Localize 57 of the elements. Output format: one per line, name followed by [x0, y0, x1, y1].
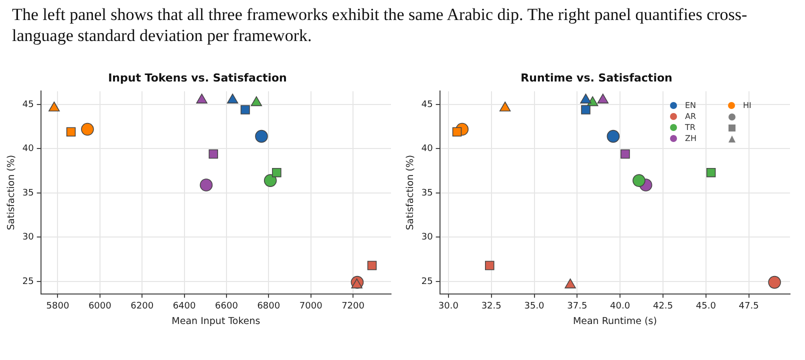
x-tick-label: 6000	[88, 302, 112, 312]
chart-title: Runtime vs. Satisfaction	[520, 71, 672, 84]
x-tick-label: 5800	[46, 302, 70, 312]
y-tick-label: 45	[421, 100, 433, 110]
y-tick-label: 25	[421, 276, 433, 287]
point	[48, 102, 60, 112]
point	[264, 174, 277, 187]
point	[255, 130, 268, 143]
x-tick-label: 6200	[130, 302, 154, 312]
x-tick-label: 30.0	[438, 302, 459, 312]
x-tick-label: 47.5	[738, 302, 759, 312]
x-axis-title: Mean Runtime (s)	[572, 316, 657, 327]
legend-label: HI	[743, 101, 752, 110]
x-tick-label: 32.5	[481, 302, 502, 312]
point	[499, 102, 511, 112]
point	[580, 94, 592, 104]
point	[632, 174, 646, 187]
y-axis-title: Satisfaction (%)	[6, 154, 18, 230]
y-tick-label: 40	[22, 144, 34, 154]
x-tick-label: 42.5	[652, 302, 674, 312]
legend-label: TR	[685, 123, 696, 132]
y-tick-label: 40	[421, 144, 434, 154]
point	[367, 260, 377, 270]
y-tick-label: 30	[421, 232, 434, 243]
point	[196, 94, 208, 104]
point	[484, 260, 494, 270]
y-tick-label: 30	[22, 232, 34, 243]
point	[597, 94, 609, 104]
y-tick-label: 25	[22, 276, 34, 287]
x-tick-label: 40.0	[610, 302, 630, 312]
point	[351, 278, 362, 288]
point	[81, 122, 94, 136]
point	[226, 94, 238, 104]
x-tick-label: 37.5	[567, 302, 588, 312]
legend-label: AR	[685, 112, 696, 121]
y-tick-label: 35	[22, 188, 34, 198]
x-tick-label: 6800	[257, 302, 280, 312]
point	[564, 278, 576, 288]
y-axis-title: Satisfaction (%)	[405, 154, 416, 230]
point	[706, 168, 716, 178]
x-tick-label: 6400	[172, 302, 196, 312]
x-tick-label: 35.0	[524, 302, 545, 312]
point	[768, 276, 781, 289]
x-tick-label: 6600	[215, 302, 238, 312]
y-tick-label: 45	[22, 100, 34, 110]
point	[66, 127, 76, 137]
point	[208, 149, 218, 159]
y-tick-label: 35	[421, 188, 433, 198]
chart-title: Input Tokens vs. Satisfaction	[108, 71, 287, 84]
x-axis-title: Mean Input Tokens	[172, 316, 260, 327]
text: The left panel shows that all three frameworks exhibit the same Arabic dip. The right panel quantifies cross-language standard deviation per framework.	[11, 4, 748, 46]
x-tick-label: 45.0	[696, 302, 716, 312]
x-tick-label: 7200	[342, 302, 365, 312]
x-tick-label: 7000	[299, 302, 323, 312]
legend-label: ZH	[685, 134, 696, 143]
legend-label: EN	[685, 101, 696, 110]
point	[250, 96, 262, 106]
